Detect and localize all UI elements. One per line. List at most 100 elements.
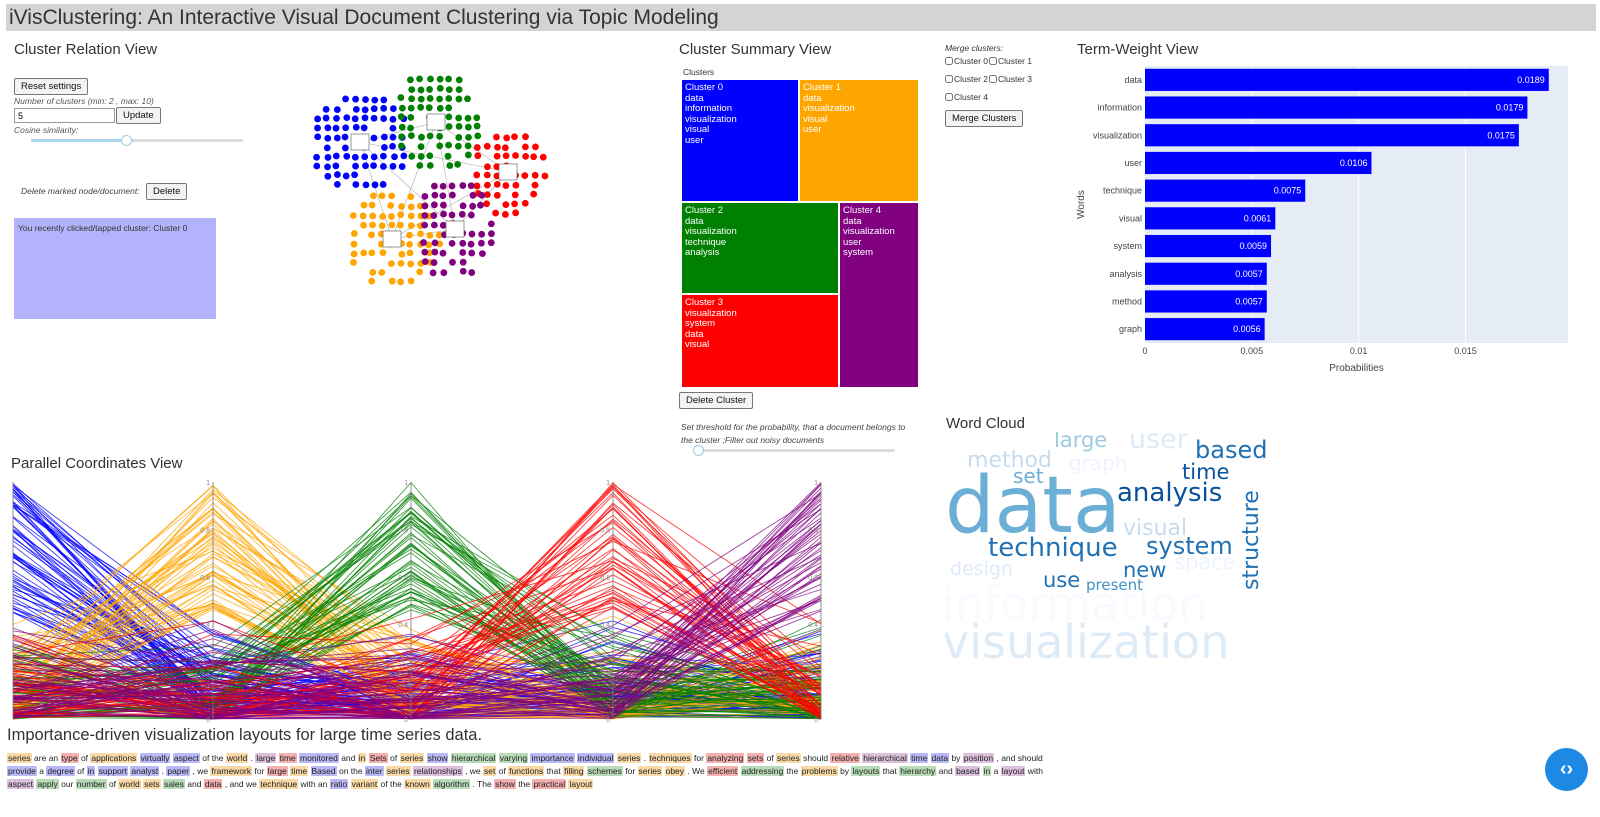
highlighted-word[interactable]: world xyxy=(225,753,249,763)
highlighted-word[interactable]: series xyxy=(776,753,801,763)
network-node[interactable] xyxy=(362,162,369,170)
network-node[interactable] xyxy=(313,153,320,161)
network-node[interactable] xyxy=(389,105,397,112)
network-node[interactable] xyxy=(324,124,332,132)
bar-data[interactable] xyxy=(1145,68,1549,91)
threshold-slider-handle[interactable] xyxy=(693,445,704,456)
network-node[interactable] xyxy=(407,124,414,132)
network-node[interactable] xyxy=(408,95,416,103)
network-node[interactable] xyxy=(389,133,397,141)
network-node[interactable] xyxy=(314,133,322,141)
network-node[interactable] xyxy=(455,86,463,94)
network-node[interactable] xyxy=(522,152,530,160)
highlighted-word[interactable]: time xyxy=(278,753,297,763)
network-node[interactable] xyxy=(350,240,358,248)
highlighted-word[interactable]: in xyxy=(86,765,96,776)
network-node[interactable] xyxy=(440,269,448,277)
highlighted-word[interactable]: in xyxy=(982,765,992,776)
network-node[interactable] xyxy=(387,202,395,209)
cluster-network-graph[interactable] xyxy=(300,64,570,304)
network-node[interactable] xyxy=(539,153,547,161)
network-node[interactable] xyxy=(369,221,376,229)
network-node[interactable] xyxy=(473,182,481,190)
network-node[interactable] xyxy=(324,134,332,142)
network-node[interactable] xyxy=(521,172,529,180)
network-node[interactable] xyxy=(467,240,475,248)
treemap-cluster-0[interactable]: Cluster 0 data information visualization… xyxy=(682,80,798,201)
network-node[interactable] xyxy=(493,152,501,160)
highlighted-word[interactable]: large xyxy=(255,753,277,763)
highlighted-word[interactable]: apply xyxy=(36,778,59,789)
network-node[interactable] xyxy=(350,259,357,266)
network-node[interactable] xyxy=(464,142,472,150)
network-node[interactable] xyxy=(512,152,519,159)
highlighted-word[interactable]: series xyxy=(616,753,642,763)
network-node[interactable] xyxy=(322,105,330,113)
network-node[interactable] xyxy=(359,212,367,220)
network-cluster-3[interactable] xyxy=(473,133,549,218)
network-node[interactable] xyxy=(380,104,388,112)
network-node[interactable] xyxy=(352,123,360,131)
network-node[interactable] xyxy=(459,239,467,247)
network-node[interactable] xyxy=(444,152,452,160)
network-node[interactable] xyxy=(350,250,358,258)
network-node[interactable] xyxy=(332,162,340,170)
network-node[interactable] xyxy=(479,250,486,258)
network-node[interactable] xyxy=(445,86,453,94)
network-node[interactable] xyxy=(426,95,434,102)
network-node[interactable] xyxy=(351,115,359,123)
network-node[interactable] xyxy=(445,104,453,112)
merge-option-cluster-3[interactable]: Cluster 3 xyxy=(989,74,1032,84)
network-node[interactable] xyxy=(530,153,538,161)
network-node[interactable] xyxy=(352,162,359,170)
cosine-slider-track[interactable] xyxy=(31,135,243,146)
delete-node-button[interactable]: Delete xyxy=(146,183,188,200)
network-node[interactable] xyxy=(379,181,387,188)
network-node[interactable] xyxy=(531,171,539,179)
network-node[interactable] xyxy=(397,278,405,286)
network-node[interactable] xyxy=(431,248,439,256)
network-node[interactable] xyxy=(416,162,424,169)
network-node[interactable] xyxy=(445,75,452,83)
network-node[interactable] xyxy=(368,201,376,209)
parallel-axis-3[interactable]: 0 0.2 0.4 0.6 0.8 1 xyxy=(600,480,614,724)
network-node[interactable] xyxy=(389,115,397,123)
network-node[interactable] xyxy=(407,132,415,139)
network-node[interactable] xyxy=(314,115,322,123)
network-node[interactable] xyxy=(418,133,425,141)
code-toggle-button[interactable]: ‹› xyxy=(1545,748,1588,791)
network-node[interactable] xyxy=(371,181,379,189)
highlighted-word[interactable]: importance xyxy=(530,753,575,763)
highlighted-word[interactable]: type xyxy=(60,753,79,763)
network-node[interactable] xyxy=(370,114,378,122)
network-node[interactable] xyxy=(332,124,340,132)
highlighted-word[interactable]: hierarchical xyxy=(862,753,908,763)
highlighted-word[interactable]: layout xyxy=(568,778,594,789)
network-node[interactable] xyxy=(421,202,429,210)
network-node[interactable] xyxy=(478,230,486,238)
network-node[interactable] xyxy=(445,141,452,149)
network-node[interactable] xyxy=(398,123,406,131)
highlighted-word[interactable]: data xyxy=(203,778,223,789)
network-node[interactable] xyxy=(493,163,501,171)
network-node[interactable] xyxy=(436,75,444,83)
network-node[interactable] xyxy=(430,221,438,229)
merge-checkbox[interactable] xyxy=(989,75,997,83)
network-node[interactable] xyxy=(431,239,439,247)
network-node[interactable] xyxy=(484,163,491,171)
network-node[interactable] xyxy=(474,152,482,160)
highlighted-word[interactable]: obey xyxy=(664,765,686,776)
network-node[interactable] xyxy=(378,269,386,276)
merge-checkbox[interactable] xyxy=(945,93,953,101)
network-node[interactable] xyxy=(430,259,438,266)
highlighted-word[interactable]: techniques xyxy=(648,753,692,763)
network-node[interactable] xyxy=(459,182,467,189)
network-node[interactable] xyxy=(473,144,481,151)
bar-information[interactable] xyxy=(1145,96,1528,119)
network-node[interactable] xyxy=(502,201,510,209)
network-node[interactable] xyxy=(342,124,350,132)
network-node[interactable] xyxy=(484,181,491,189)
network-node[interactable] xyxy=(493,191,501,199)
network-node[interactable] xyxy=(541,172,549,180)
network-node[interactable] xyxy=(501,144,509,152)
